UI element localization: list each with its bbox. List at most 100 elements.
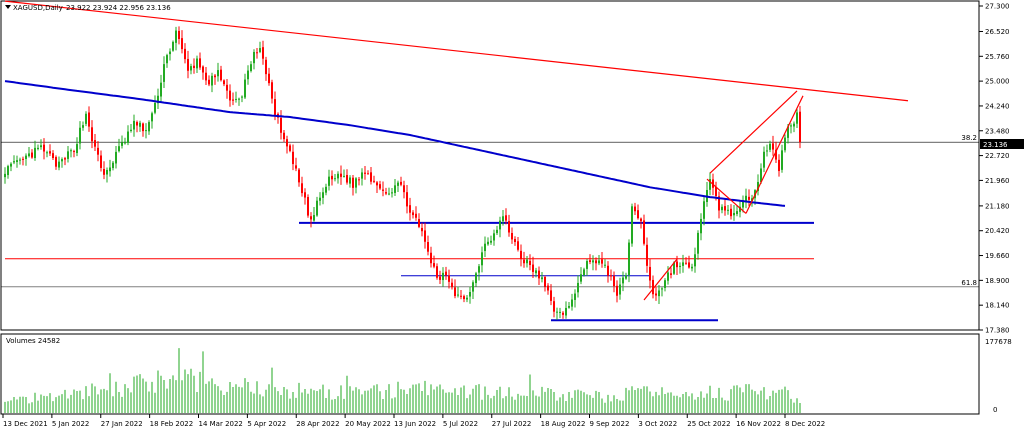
candle[interactable] — [559, 307, 561, 319]
candle[interactable] — [556, 307, 558, 320]
candle[interactable] — [172, 40, 174, 52]
candle[interactable] — [526, 256, 528, 268]
candle[interactable] — [205, 67, 207, 86]
candle[interactable] — [763, 146, 765, 173]
candle[interactable] — [409, 197, 411, 221]
candle[interactable] — [793, 121, 795, 133]
candle[interactable] — [286, 135, 288, 154]
candle[interactable] — [772, 135, 774, 156]
candle[interactable] — [295, 157, 297, 172]
candle[interactable] — [109, 159, 111, 177]
candle[interactable] — [169, 48, 171, 61]
candle[interactable] — [577, 275, 579, 298]
candle[interactable] — [643, 214, 645, 246]
candle[interactable] — [154, 95, 156, 115]
candle[interactable] — [343, 169, 345, 178]
candle[interactable] — [511, 227, 513, 244]
candle[interactable] — [490, 235, 492, 245]
candle[interactable] — [736, 205, 738, 217]
candle[interactable] — [424, 222, 426, 249]
candle[interactable] — [481, 246, 483, 273]
candle[interactable] — [406, 185, 408, 214]
candle[interactable] — [262, 40, 264, 65]
candle[interactable] — [502, 209, 504, 226]
candle[interactable] — [181, 30, 183, 54]
candle[interactable] — [43, 138, 45, 160]
candle[interactable] — [547, 283, 549, 295]
candle[interactable] — [100, 150, 102, 172]
candle[interactable] — [37, 144, 39, 151]
candle[interactable] — [34, 140, 36, 161]
candle[interactable] — [214, 74, 216, 85]
candle[interactable] — [535, 267, 537, 278]
candle[interactable] — [661, 287, 663, 297]
candle[interactable] — [223, 79, 225, 87]
candle[interactable] — [178, 26, 180, 45]
candle[interactable] — [682, 254, 684, 273]
candle[interactable] — [79, 121, 81, 150]
candle[interactable] — [103, 161, 105, 180]
candle[interactable] — [544, 275, 546, 292]
candle[interactable] — [283, 129, 285, 143]
candle[interactable] — [13, 155, 15, 165]
candle[interactable] — [667, 266, 669, 285]
candle[interactable] — [400, 176, 402, 187]
candle[interactable] — [64, 156, 66, 166]
candle[interactable] — [691, 263, 693, 272]
candle[interactable] — [517, 236, 519, 252]
candle[interactable] — [70, 148, 72, 158]
candle[interactable] — [352, 174, 354, 196]
candle[interactable] — [379, 180, 381, 191]
candle[interactable] — [166, 53, 168, 68]
candle[interactable] — [493, 229, 495, 246]
candle[interactable] — [727, 205, 729, 215]
candle[interactable] — [553, 296, 555, 318]
candle[interactable] — [73, 149, 75, 158]
candle[interactable] — [130, 123, 132, 133]
candle[interactable] — [49, 144, 51, 156]
candle[interactable] — [607, 261, 609, 283]
candle[interactable] — [46, 150, 48, 158]
candle[interactable] — [244, 73, 246, 100]
candle[interactable] — [703, 196, 705, 226]
candle[interactable] — [142, 122, 144, 137]
candle[interactable] — [268, 67, 270, 86]
candle[interactable] — [217, 62, 219, 82]
candle[interactable] — [433, 255, 435, 269]
candle[interactable] — [640, 217, 642, 229]
candle[interactable] — [25, 153, 27, 166]
candle[interactable] — [355, 177, 357, 194]
candle[interactable] — [322, 187, 324, 205]
candle[interactable] — [748, 189, 750, 207]
candle[interactable] — [319, 192, 321, 206]
candle[interactable] — [676, 255, 678, 276]
candle[interactable] — [307, 194, 309, 218]
candle[interactable] — [412, 210, 414, 219]
candle[interactable] — [448, 269, 450, 289]
candle[interactable] — [94, 133, 96, 152]
candle[interactable] — [478, 263, 480, 281]
candle[interactable] — [589, 254, 591, 265]
candle[interactable] — [601, 251, 603, 268]
candle[interactable] — [334, 174, 336, 182]
candle[interactable] — [784, 134, 786, 153]
candle[interactable] — [790, 123, 792, 134]
candle[interactable] — [259, 41, 261, 54]
candle[interactable] — [280, 110, 282, 140]
candle[interactable] — [364, 165, 366, 180]
candle[interactable] — [391, 187, 393, 198]
candle[interactable] — [133, 114, 135, 137]
candle[interactable] — [427, 235, 429, 256]
candle[interactable] — [118, 138, 120, 153]
candle[interactable] — [613, 271, 615, 293]
candle[interactable] — [304, 188, 306, 205]
candle[interactable] — [361, 168, 363, 186]
candle[interactable] — [316, 196, 318, 217]
candle[interactable] — [97, 141, 99, 162]
candle[interactable] — [292, 144, 294, 171]
candle[interactable] — [583, 267, 585, 277]
candle[interactable] — [145, 123, 147, 139]
candle[interactable] — [199, 52, 201, 70]
candle[interactable] — [190, 63, 192, 75]
candle[interactable] — [394, 179, 396, 197]
